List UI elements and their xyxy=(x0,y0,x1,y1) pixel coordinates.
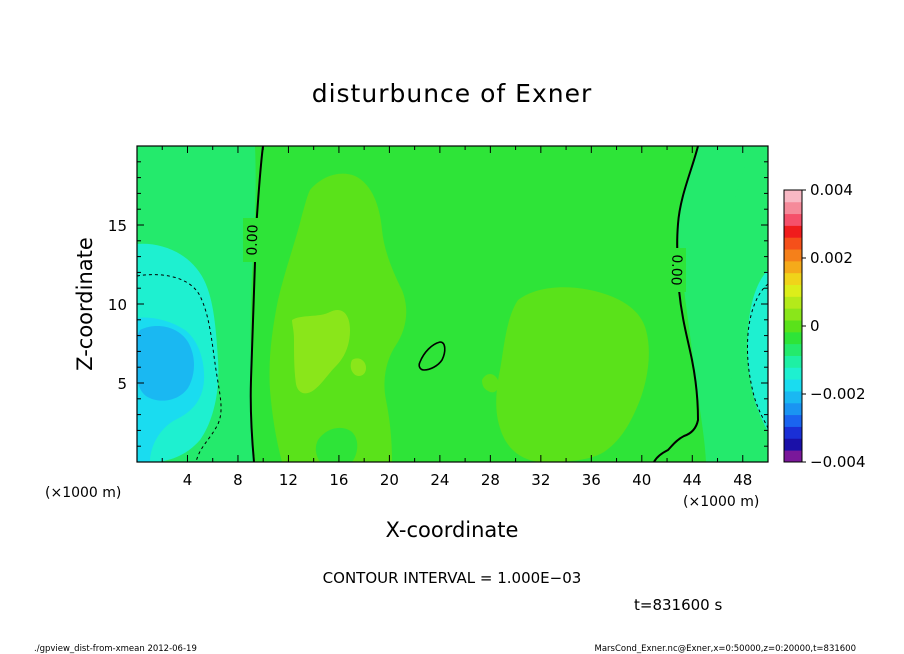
colorbar-swatch xyxy=(784,426,802,439)
region-warm-center-tail xyxy=(482,374,499,393)
negative-contour-left xyxy=(137,274,222,462)
colorbar-swatch xyxy=(784,367,802,380)
colorbar-swatch xyxy=(784,213,802,226)
chart-title: disturbunce of Exner xyxy=(312,79,593,108)
colorbar-swatch xyxy=(784,296,802,309)
colorbar-swatch xyxy=(784,391,802,404)
colorbar-swatch xyxy=(784,272,802,286)
y-tick-label: 10 xyxy=(108,296,127,314)
x-tick-label: 12 xyxy=(279,471,298,489)
colorbar-swatch xyxy=(784,379,802,392)
colorbar-swatch xyxy=(784,414,802,427)
colorbar-tick-label: 0.002 xyxy=(810,249,853,267)
x-axis-label: X-coordinate xyxy=(386,518,519,542)
file-info: MarsCond_Exner.nc@Exner,x=0:50000,z=0:20… xyxy=(594,644,856,654)
zero-contour-left xyxy=(249,146,264,462)
script-info: ./gpview_dist-from-xmean 2012-06-19 xyxy=(34,644,197,654)
colorbar-swatch xyxy=(784,260,802,274)
time-label: t=831600 s xyxy=(634,596,722,614)
region-left-core-deep xyxy=(137,326,194,401)
colorbar-swatch xyxy=(784,201,802,215)
region-warmest-patch-tail xyxy=(350,358,366,376)
colorbar-swatch xyxy=(784,438,802,451)
colorbar-tick-label: 0 xyxy=(810,317,820,335)
colorbar-swatch xyxy=(784,320,802,333)
colorbar-swatch xyxy=(784,190,802,203)
colorbar-swatch xyxy=(784,225,802,238)
x-tick-label: 40 xyxy=(632,471,651,489)
y-axis-label: Z-coordinate xyxy=(73,237,97,371)
colorbar-swatch xyxy=(784,237,802,250)
region-warmest-patch xyxy=(292,310,350,394)
x-tick-label: 44 xyxy=(683,471,702,489)
x-tick-label: 24 xyxy=(430,471,449,489)
x-tick-label: 32 xyxy=(531,471,550,489)
colorbar-tick-label: −0.004 xyxy=(810,453,866,471)
x-tick-label: 4 xyxy=(183,471,193,489)
colorbar-swatch xyxy=(784,284,802,297)
colorbar-tick-label: −0.002 xyxy=(810,385,866,403)
contour-label-left: 0.00 xyxy=(244,224,261,256)
y-tick-label: 15 xyxy=(108,217,127,235)
colorbar-swatch xyxy=(784,249,802,262)
region-bottom-patch xyxy=(315,427,358,462)
x-axis-ticks: 4 8 12 16 20 24 28 32 36 40 44 48 xyxy=(161,146,752,489)
x-unit-left: (×1000 m) xyxy=(45,485,121,501)
x-tick-label: 20 xyxy=(380,471,399,489)
colorbar-swatch xyxy=(784,402,802,416)
region-warm-center-blob xyxy=(496,287,649,462)
colorbar-swatch xyxy=(784,308,802,321)
colorbar-swatch xyxy=(784,450,802,463)
contour-label-right: 0.00 xyxy=(667,254,684,286)
x-tick-label: 36 xyxy=(582,471,601,489)
colorbar-swatch xyxy=(784,343,802,356)
x-tick-label: 48 xyxy=(733,471,752,489)
plot-field xyxy=(137,146,768,462)
colorbar-tick-label: 0.004 xyxy=(810,181,853,199)
colorbar-swatch xyxy=(784,331,802,345)
y-axis-ticks: 5 10 15 xyxy=(108,161,768,447)
colorbar: −0.004 −0.002 0 0.002 0.004 xyxy=(783,181,866,471)
colorbar-swatch xyxy=(784,355,802,368)
x-tick-label: 28 xyxy=(481,471,500,489)
contour-label-left-bg xyxy=(243,218,263,262)
zero-contour-right xyxy=(653,146,700,462)
zero-contour-island xyxy=(418,341,446,371)
contour-label-right-bg xyxy=(666,248,686,292)
contour-interval: CONTOUR INTERVAL = 1.000E−03 xyxy=(323,569,582,587)
x-unit-right: (×1000 m) xyxy=(683,494,759,510)
x-tick-label: 8 xyxy=(233,471,243,489)
x-tick-label: 16 xyxy=(329,471,348,489)
y-tick-label: 5 xyxy=(117,375,127,393)
